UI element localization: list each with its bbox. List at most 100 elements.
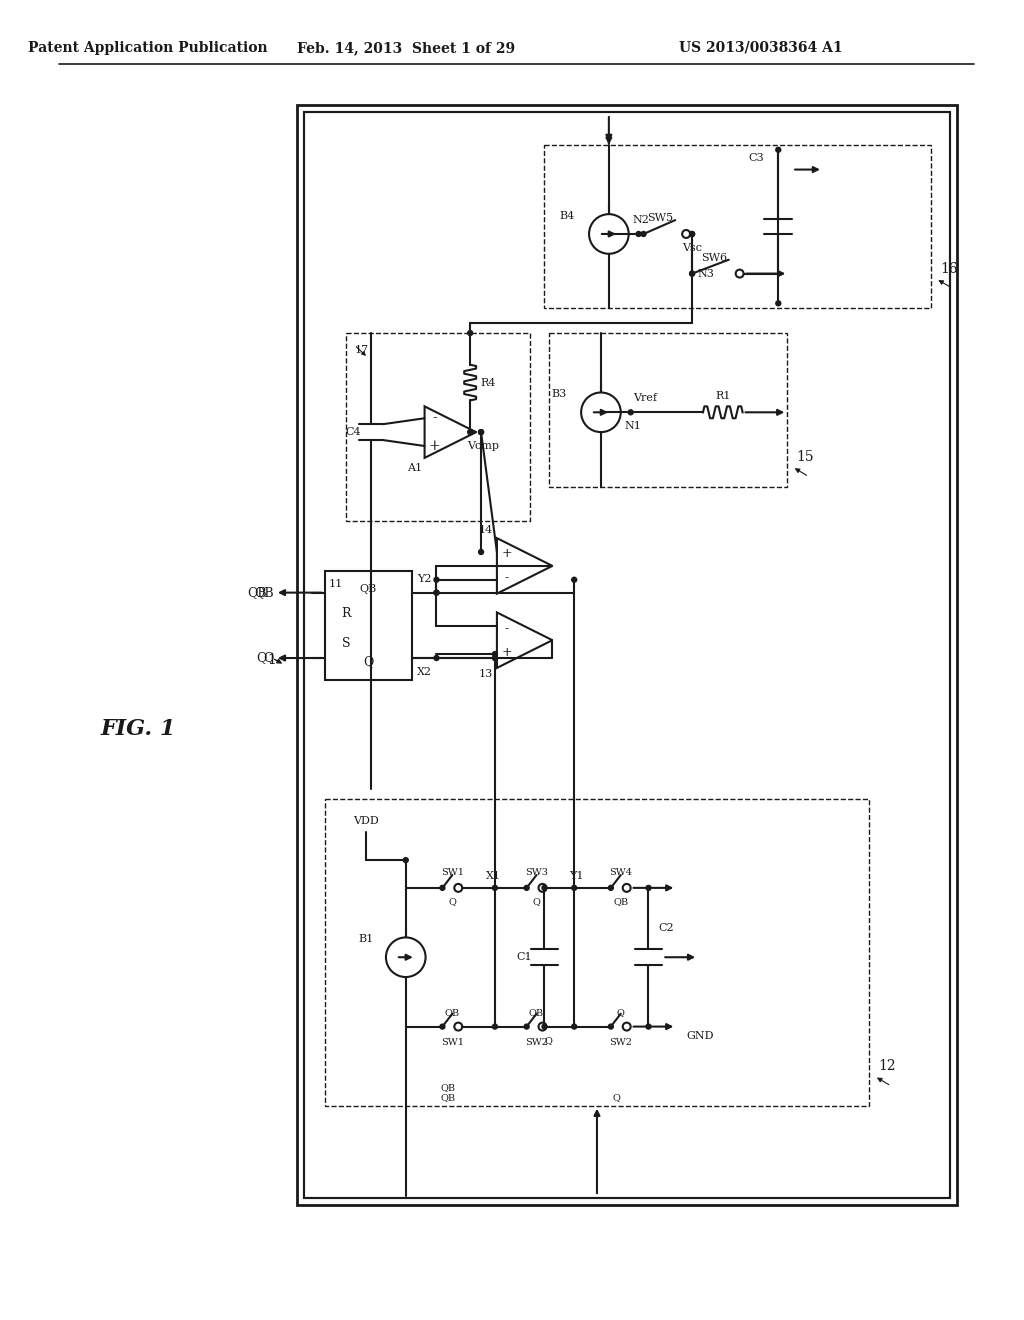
Circle shape xyxy=(524,886,529,891)
Circle shape xyxy=(689,231,694,236)
Circle shape xyxy=(571,577,577,582)
Circle shape xyxy=(493,652,498,656)
Text: Q: Q xyxy=(545,1036,552,1045)
Text: SW4: SW4 xyxy=(609,867,632,876)
Circle shape xyxy=(440,1024,444,1030)
Circle shape xyxy=(478,429,483,434)
Circle shape xyxy=(493,1024,498,1030)
Text: A1: A1 xyxy=(408,463,423,473)
Text: Q: Q xyxy=(257,652,267,664)
Text: Vcmp: Vcmp xyxy=(467,441,499,451)
Text: SW3: SW3 xyxy=(525,867,548,876)
Text: Y2: Y2 xyxy=(418,574,432,583)
Text: 16: 16 xyxy=(940,261,957,276)
Text: Q: Q xyxy=(532,898,541,907)
Circle shape xyxy=(468,429,473,434)
Text: SW1: SW1 xyxy=(440,1038,464,1047)
Circle shape xyxy=(434,656,439,660)
Text: +: + xyxy=(429,440,440,453)
Circle shape xyxy=(493,886,498,891)
Text: QB: QB xyxy=(444,1008,460,1018)
Text: Y1: Y1 xyxy=(569,871,584,880)
Text: N1: N1 xyxy=(625,421,641,432)
Text: Feb. 14, 2013  Sheet 1 of 29: Feb. 14, 2013 Sheet 1 of 29 xyxy=(297,41,515,54)
Text: S: S xyxy=(342,636,350,649)
Bar xyxy=(297,106,956,1205)
Text: FIG. 1: FIG. 1 xyxy=(100,718,176,741)
Text: 13: 13 xyxy=(478,669,493,678)
Text: N2: N2 xyxy=(632,215,649,226)
Text: B4: B4 xyxy=(559,211,574,222)
Text: SW5: SW5 xyxy=(647,213,674,223)
Circle shape xyxy=(689,271,694,276)
Circle shape xyxy=(478,429,483,434)
Circle shape xyxy=(478,549,483,554)
Text: QB: QB xyxy=(248,586,267,599)
Circle shape xyxy=(689,231,694,236)
Text: Vsc: Vsc xyxy=(682,243,702,253)
Bar xyxy=(550,333,787,487)
Text: R: R xyxy=(342,607,351,620)
Circle shape xyxy=(524,1024,529,1030)
Circle shape xyxy=(493,656,498,660)
Circle shape xyxy=(608,886,613,891)
Text: R1: R1 xyxy=(715,392,730,401)
Bar xyxy=(346,333,529,521)
Circle shape xyxy=(403,858,409,862)
Text: N3: N3 xyxy=(697,268,715,279)
Bar xyxy=(304,112,949,1199)
Text: +: + xyxy=(502,548,512,561)
Text: 11: 11 xyxy=(329,578,343,589)
Text: R4: R4 xyxy=(480,378,496,388)
Text: GND: GND xyxy=(686,1031,714,1041)
Text: C4: C4 xyxy=(345,428,361,437)
Text: +: + xyxy=(502,645,512,659)
Text: QB: QB xyxy=(254,586,274,599)
Circle shape xyxy=(641,231,646,236)
Bar xyxy=(325,799,869,1106)
Text: C2: C2 xyxy=(658,923,674,932)
Text: SW1: SW1 xyxy=(440,867,464,876)
Text: Vref: Vref xyxy=(634,393,657,404)
Circle shape xyxy=(628,409,633,414)
Text: QB: QB xyxy=(613,898,629,907)
Text: SW6: SW6 xyxy=(700,252,727,263)
Text: C1: C1 xyxy=(517,952,532,962)
Text: QB: QB xyxy=(529,1008,544,1018)
Text: Patent Application Publication: Patent Application Publication xyxy=(29,41,268,54)
Circle shape xyxy=(434,590,439,595)
Circle shape xyxy=(776,301,780,306)
Text: QB: QB xyxy=(359,583,377,594)
Text: Q: Q xyxy=(263,652,274,664)
Circle shape xyxy=(571,886,577,891)
Text: US 2013/0038364 A1: US 2013/0038364 A1 xyxy=(679,41,843,54)
Text: -: - xyxy=(505,572,509,585)
Text: 17: 17 xyxy=(354,345,369,355)
Text: C3: C3 xyxy=(749,153,764,162)
Circle shape xyxy=(646,886,651,891)
Circle shape xyxy=(689,271,694,276)
Text: X2: X2 xyxy=(417,667,432,677)
Circle shape xyxy=(434,590,439,595)
Bar xyxy=(325,570,412,680)
Text: 15: 15 xyxy=(797,450,814,463)
Text: B1: B1 xyxy=(358,935,374,944)
Text: 1: 1 xyxy=(267,653,276,667)
Text: -: - xyxy=(432,412,437,425)
Text: Q: Q xyxy=(612,1093,621,1102)
Circle shape xyxy=(636,231,641,236)
Text: B3: B3 xyxy=(551,389,566,400)
Circle shape xyxy=(434,577,439,582)
Text: SW2: SW2 xyxy=(609,1038,632,1047)
Circle shape xyxy=(468,330,473,335)
Circle shape xyxy=(646,1024,651,1030)
Circle shape xyxy=(571,1024,577,1030)
Text: 12: 12 xyxy=(879,1059,896,1073)
Text: Q: Q xyxy=(362,656,374,668)
Text: X1: X1 xyxy=(485,871,501,880)
Circle shape xyxy=(608,1024,613,1030)
Circle shape xyxy=(440,886,444,891)
Text: Q: Q xyxy=(616,1008,625,1018)
Text: Q: Q xyxy=(449,898,457,907)
Text: -: - xyxy=(505,622,509,635)
